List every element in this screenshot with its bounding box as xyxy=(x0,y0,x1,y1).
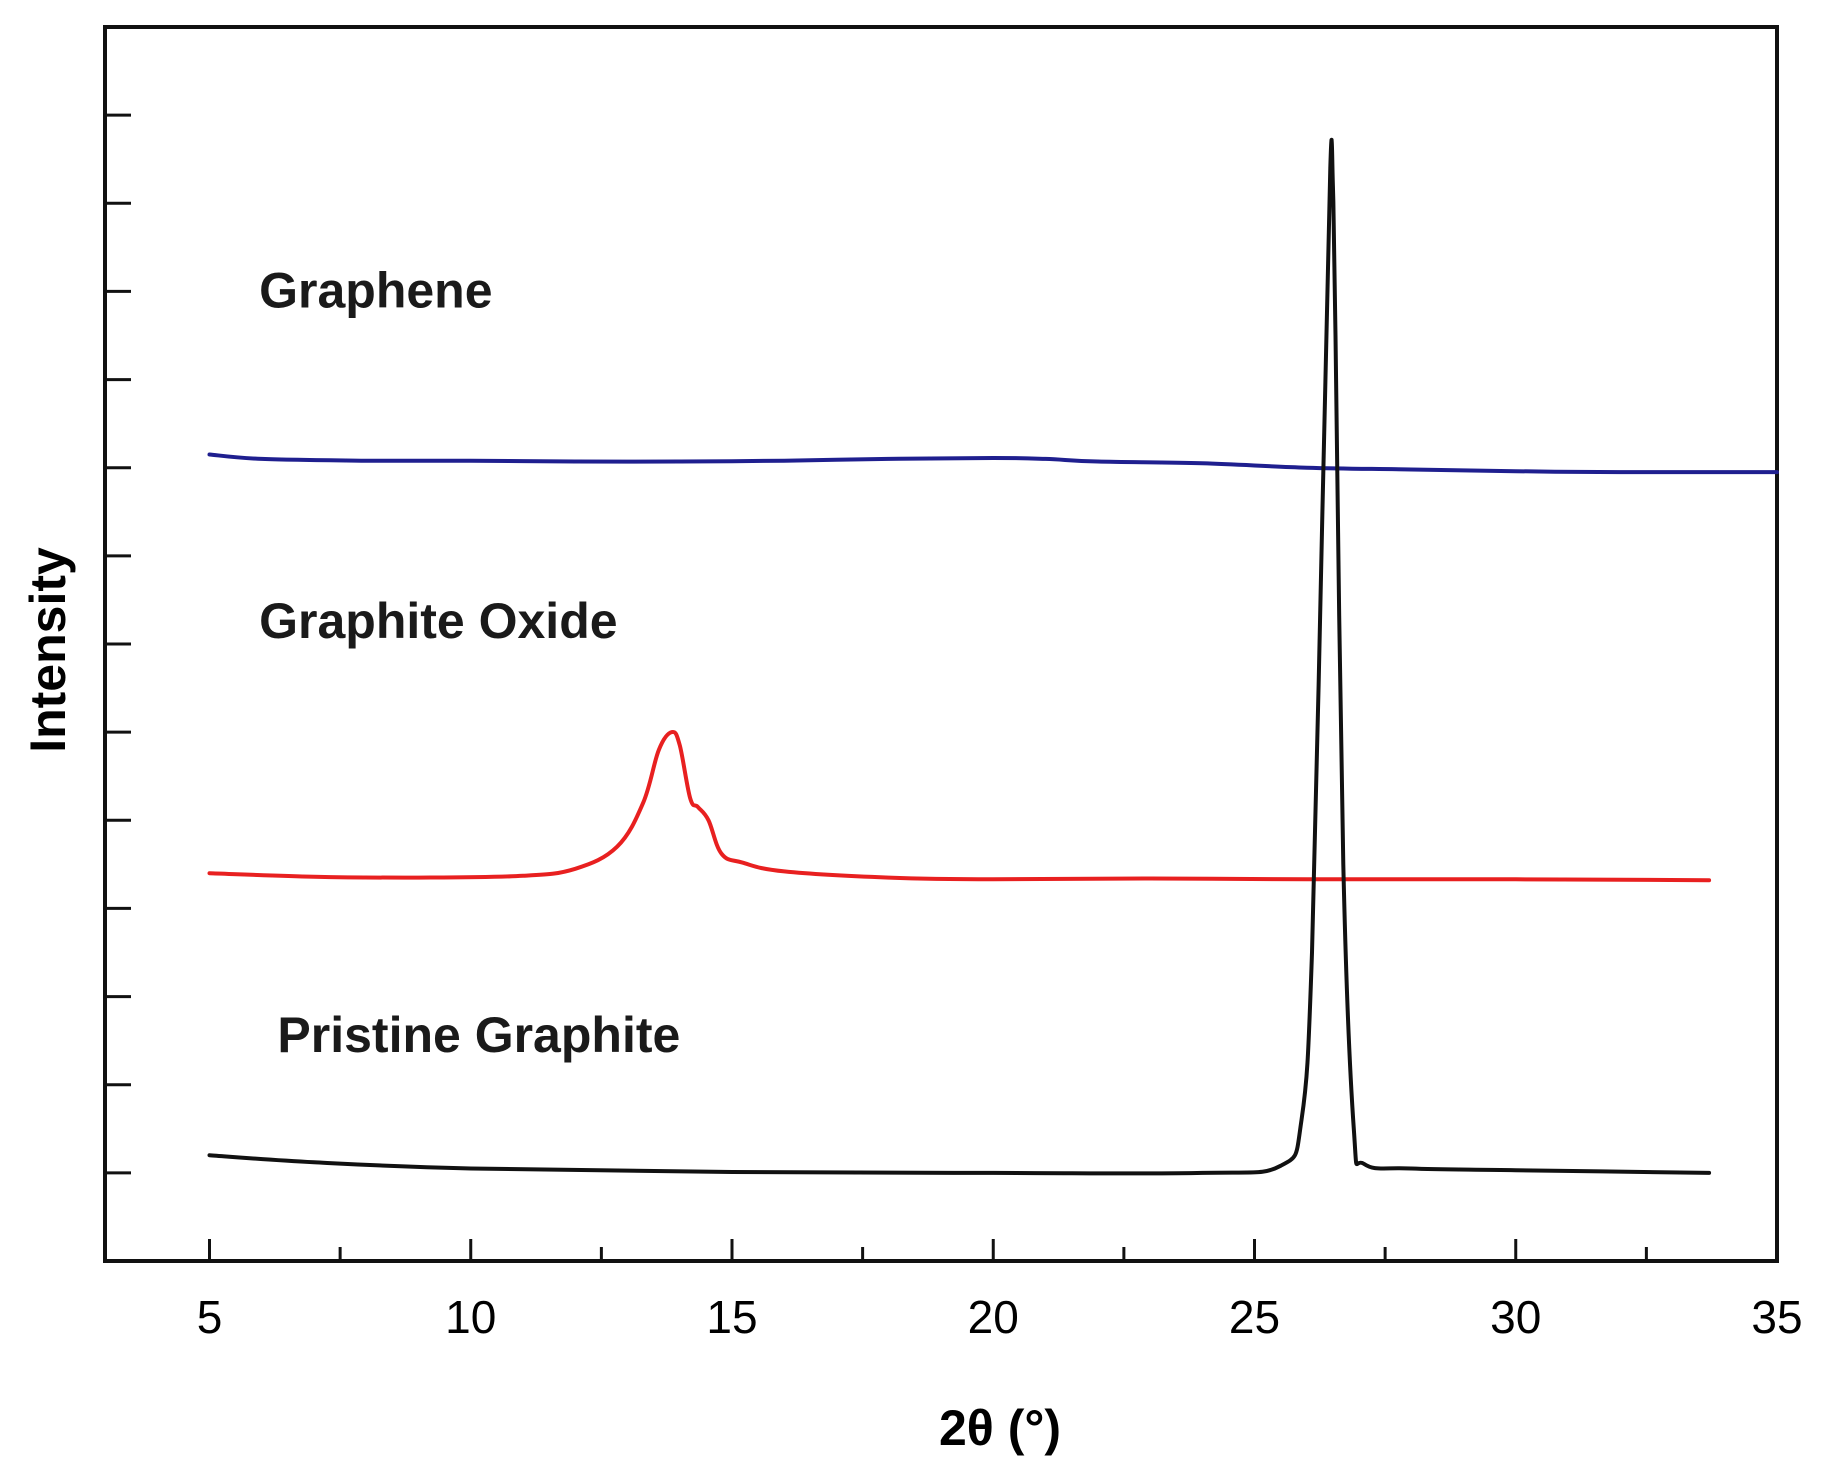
x-tick-label: 10 xyxy=(445,1291,496,1343)
x-tick-label: 15 xyxy=(706,1291,757,1343)
series-label-graphene: Graphene xyxy=(259,262,492,318)
x-axis-ticks xyxy=(208,1239,1779,1261)
x-tick-label: 20 xyxy=(968,1291,1019,1343)
y-axis-ticks xyxy=(105,113,131,1175)
y-axis-title: Intensity xyxy=(20,547,76,753)
x-tick-label: 5 xyxy=(197,1291,223,1343)
series-labels: Graphene Graphite Oxide Pristine Graphite xyxy=(259,262,680,1063)
series-line-pristine-graphite xyxy=(207,137,1712,1176)
series-line-graphite-oxide xyxy=(207,729,1712,883)
series-line-graphene xyxy=(207,452,1779,475)
x-axis-title: 2θ (°) xyxy=(939,1400,1061,1456)
series-label-pristine-graphite: Pristine Graphite xyxy=(277,1007,680,1063)
x-tick-label: 30 xyxy=(1490,1291,1541,1343)
x-tick-label: 25 xyxy=(1229,1291,1280,1343)
series-label-graphite-oxide: Graphite Oxide xyxy=(259,593,617,649)
x-tick-label: 35 xyxy=(1751,1291,1802,1343)
series-lines xyxy=(207,137,1779,1176)
x-axis-tick-labels: 5 10 15 20 25 30 35 xyxy=(197,1291,1803,1343)
